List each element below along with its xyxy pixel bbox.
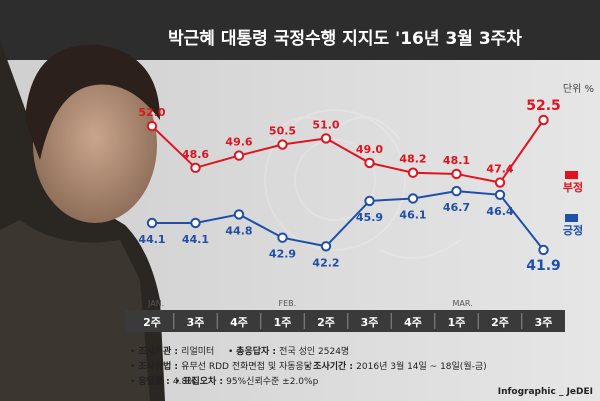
data-point-negative: [190, 162, 201, 174]
survey-note: • 응답률 : 4.8%: [130, 375, 196, 387]
month-label: MAR.: [453, 299, 473, 308]
data-label-positive: 41.9: [526, 258, 561, 274]
x-tick-label: 3주: [535, 316, 553, 329]
data-point-negative: [494, 177, 506, 188]
survey-note: • 조사기간 : 2016년 3월 14일 ~ 18일(월-금): [305, 360, 487, 372]
data-point-positive: [407, 193, 419, 204]
data-label-negative: 48.6: [182, 148, 209, 161]
data-point-positive: [146, 217, 158, 229]
x-tick-label: 2주: [491, 316, 509, 329]
data-point-negative: [538, 114, 549, 126]
x-tick-label: 3주: [361, 316, 379, 329]
chart-title: 박근혜 대통령 국정수행 지지도 '16년 3월 3주차: [168, 28, 522, 49]
data-point-positive: [277, 232, 288, 243]
data-point-positive: [364, 195, 375, 207]
data-point-negative: [233, 150, 245, 161]
data-point-positive: [320, 241, 332, 252]
data-point-negative: [146, 120, 158, 132]
data-point-positive: [451, 185, 462, 197]
month-labels: JAN. FEB. MAR.: [147, 299, 473, 308]
data-label-negative: 48.2: [399, 153, 426, 166]
data-label-negative: 52.5: [526, 98, 561, 114]
data-label-positive: 46.1: [399, 208, 426, 221]
survey-notes: • 조사기관 : 리얼미터 • 총응답자 : 전국 성인 2524명 • 조사방법 …: [130, 345, 487, 387]
legend-swatch-negative: [565, 171, 578, 179]
x-tick-label: 4주: [230, 316, 248, 329]
x-axis-ticks: 2주 3주 4주 1주 2주 3주 4주 1주 2주 3주: [143, 313, 552, 329]
data-label-positive: 42.2: [312, 256, 339, 269]
legend-label-negative: 부정: [563, 180, 583, 194]
series-lines: [151, 119, 545, 251]
data-point-negative: [277, 139, 288, 150]
x-tick-label: 1주: [448, 316, 466, 329]
month-label: JAN.: [147, 299, 164, 308]
data-point-positive: [538, 244, 549, 256]
data-label-positive: 45.9: [356, 211, 383, 224]
data-point-positive: [233, 209, 245, 220]
data-label-positive: 46.7: [443, 201, 470, 214]
data-point-negative: [364, 157, 375, 169]
emblem-watermark: [264, 109, 461, 259]
data-label-negative: 47.4: [486, 163, 513, 176]
data-point-negative: [407, 167, 419, 178]
data-point-negative: [320, 133, 332, 144]
data-label-positive: 42.9: [269, 248, 296, 261]
data-label-positive: 44.1: [182, 233, 209, 246]
month-label: FEB.: [279, 299, 297, 308]
data-label-negative: 49.0: [356, 143, 383, 156]
legend-swatch-positive: [565, 214, 578, 222]
survey-note: • 조사기관 : 리얼미터: [130, 345, 214, 357]
data-point-positive: [494, 189, 506, 200]
x-tick-label: 2주: [143, 316, 161, 329]
survey-note: • 총응답자 : 전국 성인 2524명: [228, 345, 349, 357]
data-label-negative: 49.6: [225, 136, 252, 149]
x-axis-bar: [125, 310, 565, 332]
data-label-positive: 44.1: [138, 233, 165, 246]
series-positive: 44.1 44.1 44.8 42.9 42.2 45.9 46.1 46.7 46.4 41.9: [138, 185, 561, 274]
data-label-negative: 51.0: [312, 118, 339, 131]
x-tick-label: 3주: [187, 316, 205, 329]
x-tick-label: 1주: [274, 316, 292, 329]
legend: 부정 긍정: [563, 171, 583, 237]
data-label-negative: 48.1: [443, 154, 470, 167]
series-negative: 52.0 48.6 49.6 50.5 51.0 49.0 48.2 48.1 47.4 52.5: [138, 98, 561, 188]
credit: Infographic _ JeDEI: [498, 387, 593, 397]
data-point-negative: [451, 168, 462, 180]
survey-note: • 표집오차 : 95%신뢰수준 ±2.0%p: [175, 375, 319, 387]
series-line-positive: [152, 190, 545, 251]
data-label-positive: 46.4: [486, 205, 513, 218]
data-label-positive: 44.8: [225, 224, 252, 237]
unit-label: 단위 %: [563, 82, 594, 95]
x-tick-label: 2주: [317, 316, 335, 329]
data-point-positive: [190, 217, 201, 229]
series-line-negative: [151, 119, 545, 184]
x-tick-label: 4주: [404, 316, 422, 329]
portrait-photo: [0, 40, 165, 401]
legend-label-positive: 긍정: [563, 223, 583, 237]
data-label-negative: 50.5: [269, 125, 296, 138]
data-label-negative: 52.0: [138, 106, 165, 119]
survey-note: • 조사방법 : 유무선 RDD 전화면접 및 자동응답: [130, 360, 312, 372]
